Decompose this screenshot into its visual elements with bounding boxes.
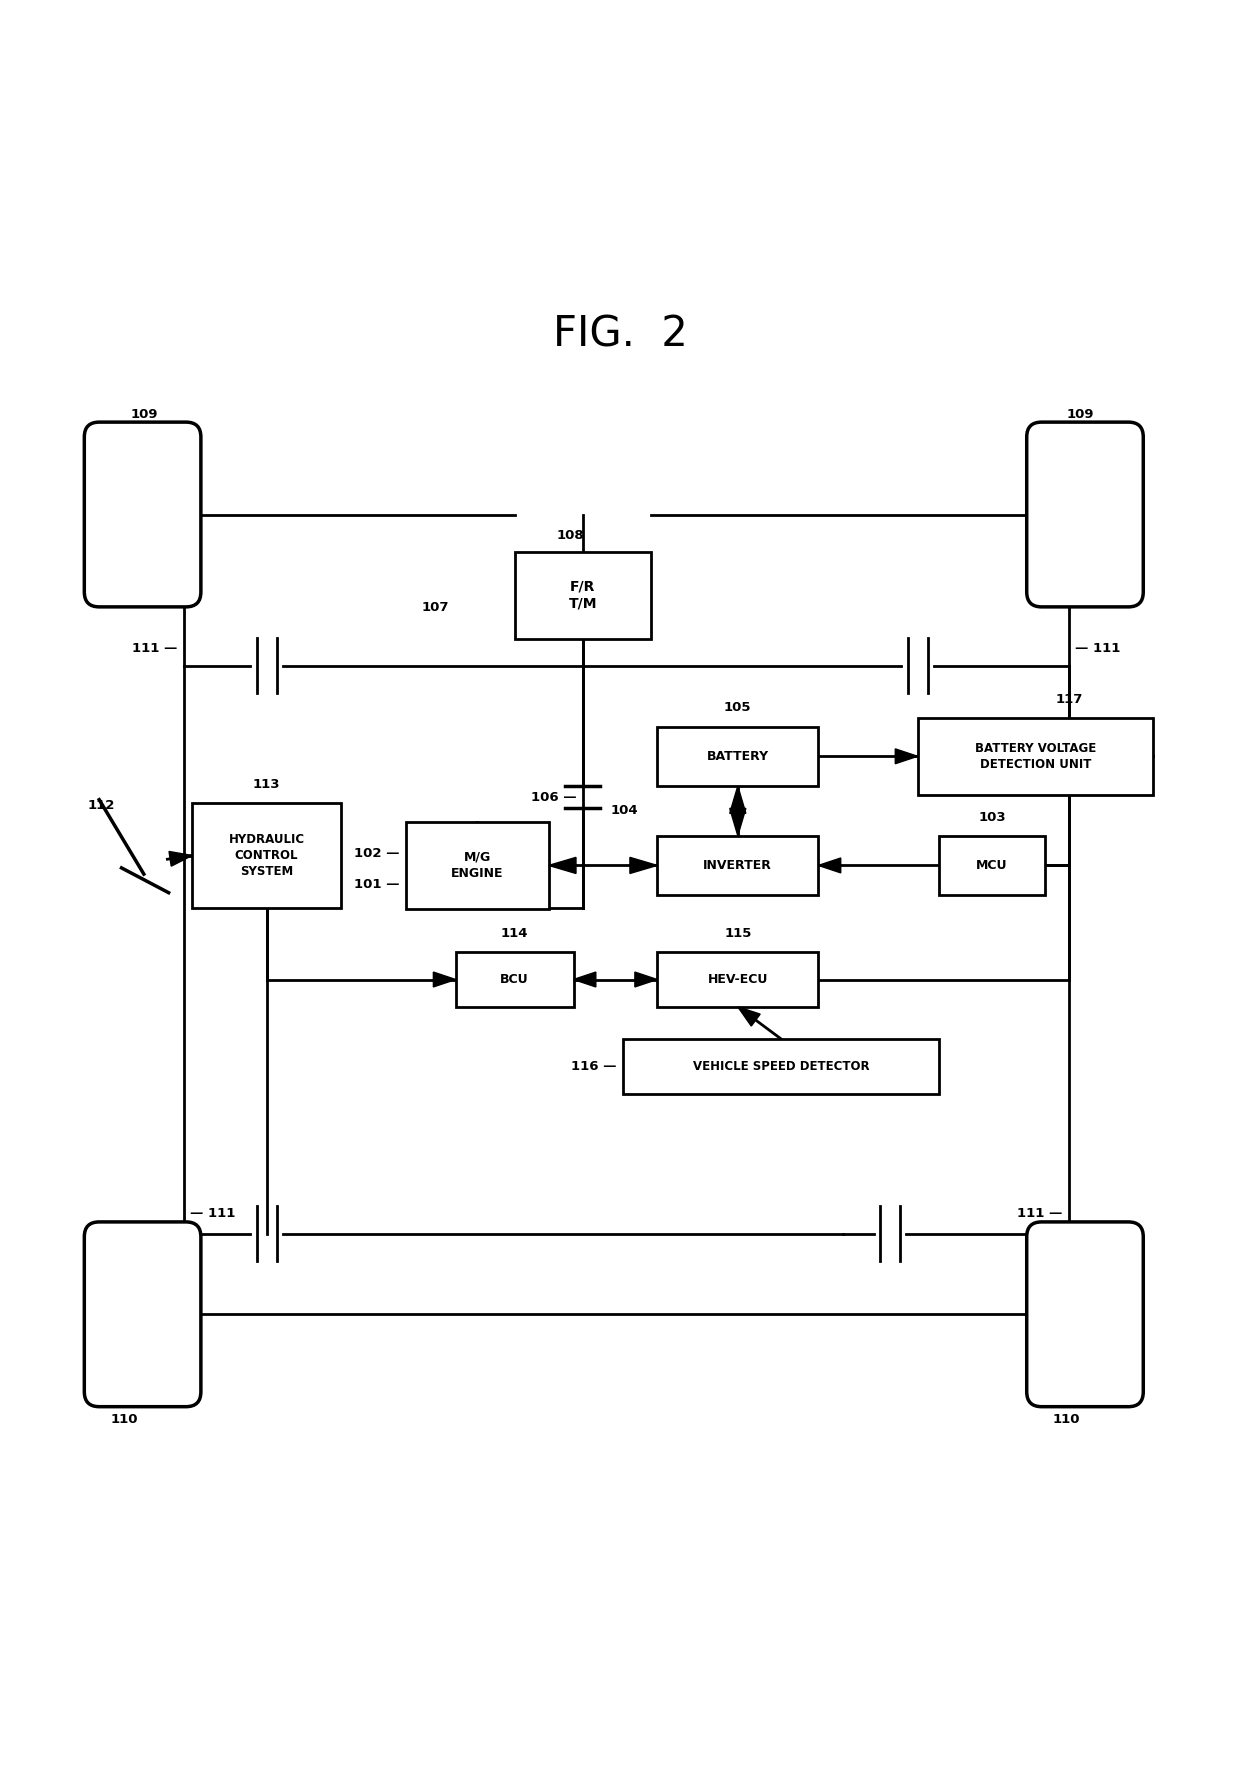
Bar <box>657 952 818 1007</box>
Bar <box>918 718 1153 794</box>
Bar <box>622 1039 940 1094</box>
Text: BATTERY: BATTERY <box>707 750 769 762</box>
Text: BCU: BCU <box>500 973 529 986</box>
Text: 107: 107 <box>422 601 449 613</box>
Polygon shape <box>434 972 456 988</box>
Text: 109: 109 <box>1066 408 1094 422</box>
Text: BATTERY VOLTAGE
DETECTION UNIT: BATTERY VOLTAGE DETECTION UNIT <box>975 741 1096 771</box>
Text: 110: 110 <box>1053 1413 1080 1425</box>
Bar <box>192 803 341 908</box>
Polygon shape <box>549 858 575 874</box>
Text: — 111: — 111 <box>1075 642 1121 654</box>
Text: 104: 104 <box>611 805 639 817</box>
Bar <box>407 823 549 910</box>
Text: MCU: MCU <box>976 858 1008 872</box>
Text: 102 —: 102 — <box>355 846 399 860</box>
Text: 114: 114 <box>501 927 528 940</box>
Bar <box>940 835 1044 895</box>
Text: — 111: — 111 <box>190 1207 236 1220</box>
Polygon shape <box>729 785 745 814</box>
Text: 113: 113 <box>253 778 280 791</box>
Polygon shape <box>169 851 192 867</box>
Polygon shape <box>630 858 657 874</box>
Text: FIG.  2: FIG. 2 <box>553 314 687 356</box>
Text: HYDRAULIC
CONTROL
SYSTEM: HYDRAULIC CONTROL SYSTEM <box>228 833 305 878</box>
Text: 109: 109 <box>130 408 157 422</box>
Text: 117: 117 <box>1055 693 1083 706</box>
FancyBboxPatch shape <box>1027 422 1143 606</box>
Text: 115: 115 <box>724 927 751 940</box>
Text: 111 —: 111 — <box>1017 1207 1063 1220</box>
Polygon shape <box>738 1007 760 1027</box>
Text: 103: 103 <box>978 810 1006 824</box>
Text: HEV-ECU: HEV-ECU <box>708 973 768 986</box>
Text: 116 —: 116 — <box>572 1060 618 1073</box>
Text: 111 —: 111 — <box>131 642 177 654</box>
Text: 106 —: 106 — <box>531 791 577 803</box>
Text: 112: 112 <box>88 800 115 812</box>
Text: VEHICLE SPEED DETECTOR: VEHICLE SPEED DETECTOR <box>693 1060 869 1073</box>
FancyBboxPatch shape <box>84 422 201 606</box>
Polygon shape <box>729 808 745 835</box>
Text: M/G
ENGINE: M/G ENGINE <box>451 851 503 879</box>
Polygon shape <box>635 972 657 988</box>
FancyBboxPatch shape <box>1027 1222 1143 1406</box>
Bar <box>657 727 818 785</box>
Text: 110: 110 <box>110 1413 138 1425</box>
FancyBboxPatch shape <box>84 1222 201 1406</box>
Text: 105: 105 <box>724 702 751 715</box>
Text: 108: 108 <box>557 528 584 543</box>
Text: 101 —: 101 — <box>355 878 399 890</box>
Text: INVERTER: INVERTER <box>703 858 773 872</box>
Polygon shape <box>895 748 918 764</box>
Text: F/R
T/M: F/R T/M <box>569 580 596 610</box>
Bar <box>456 952 573 1007</box>
Polygon shape <box>573 972 595 988</box>
Polygon shape <box>818 858 841 872</box>
Bar <box>657 835 818 895</box>
Bar <box>515 551 651 638</box>
